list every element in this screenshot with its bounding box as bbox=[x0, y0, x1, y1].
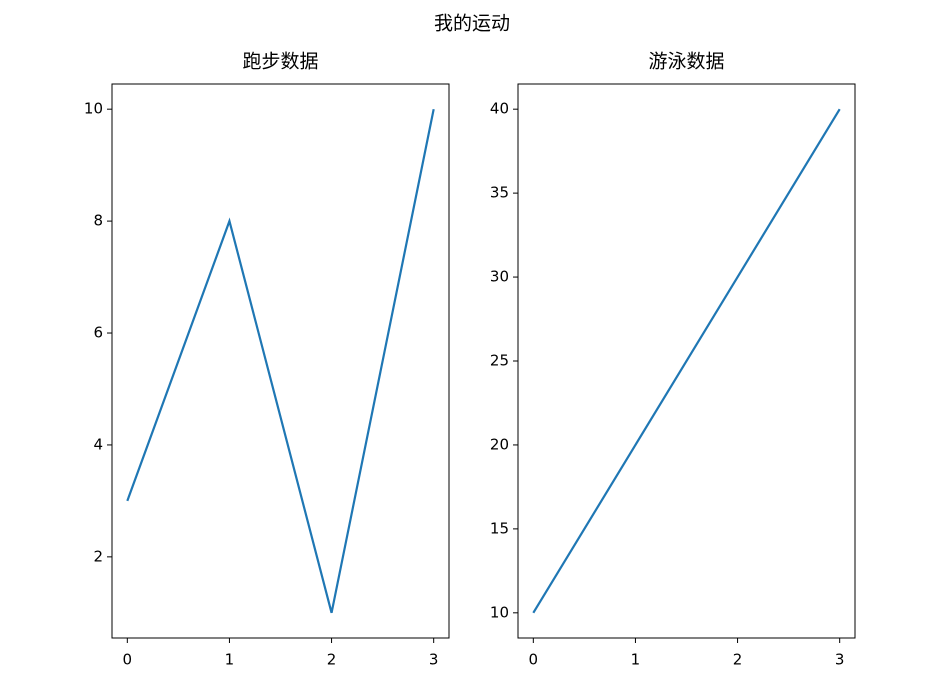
x-tick-label: 3 bbox=[429, 651, 439, 669]
y-tick-label: 2 bbox=[93, 547, 103, 565]
y-tick-label: 20 bbox=[490, 435, 509, 453]
axes-frame bbox=[111, 83, 450, 639]
x-tick-label: 3 bbox=[835, 651, 845, 669]
subplot-title: 游泳数据 bbox=[648, 51, 724, 73]
axes-frame bbox=[517, 83, 856, 639]
y-tick-label: 6 bbox=[93, 324, 103, 342]
y-tick-label: 35 bbox=[490, 184, 509, 202]
x-tick-label: 2 bbox=[733, 651, 743, 669]
y-tick-label: 40 bbox=[490, 100, 509, 118]
line bbox=[532, 108, 841, 614]
line bbox=[126, 108, 435, 614]
x-tick-label: 0 bbox=[529, 651, 539, 669]
y-tick-label: 30 bbox=[490, 268, 509, 286]
x-tick-label: 1 bbox=[225, 651, 235, 669]
y-tick-label: 25 bbox=[490, 352, 509, 370]
x-tick-label: 0 bbox=[123, 651, 133, 669]
y-tick-label: 4 bbox=[93, 435, 103, 453]
x-tick-label: 2 bbox=[327, 651, 337, 669]
y-tick-label: 8 bbox=[93, 212, 103, 230]
figure-title: 我的运动 bbox=[434, 13, 510, 35]
subplot-title: 跑步数据 bbox=[242, 51, 318, 73]
y-tick-label: 10 bbox=[490, 603, 509, 621]
x-tick-label: 1 bbox=[631, 651, 641, 669]
y-tick-label: 10 bbox=[84, 100, 103, 118]
y-tick-label: 15 bbox=[490, 519, 509, 537]
